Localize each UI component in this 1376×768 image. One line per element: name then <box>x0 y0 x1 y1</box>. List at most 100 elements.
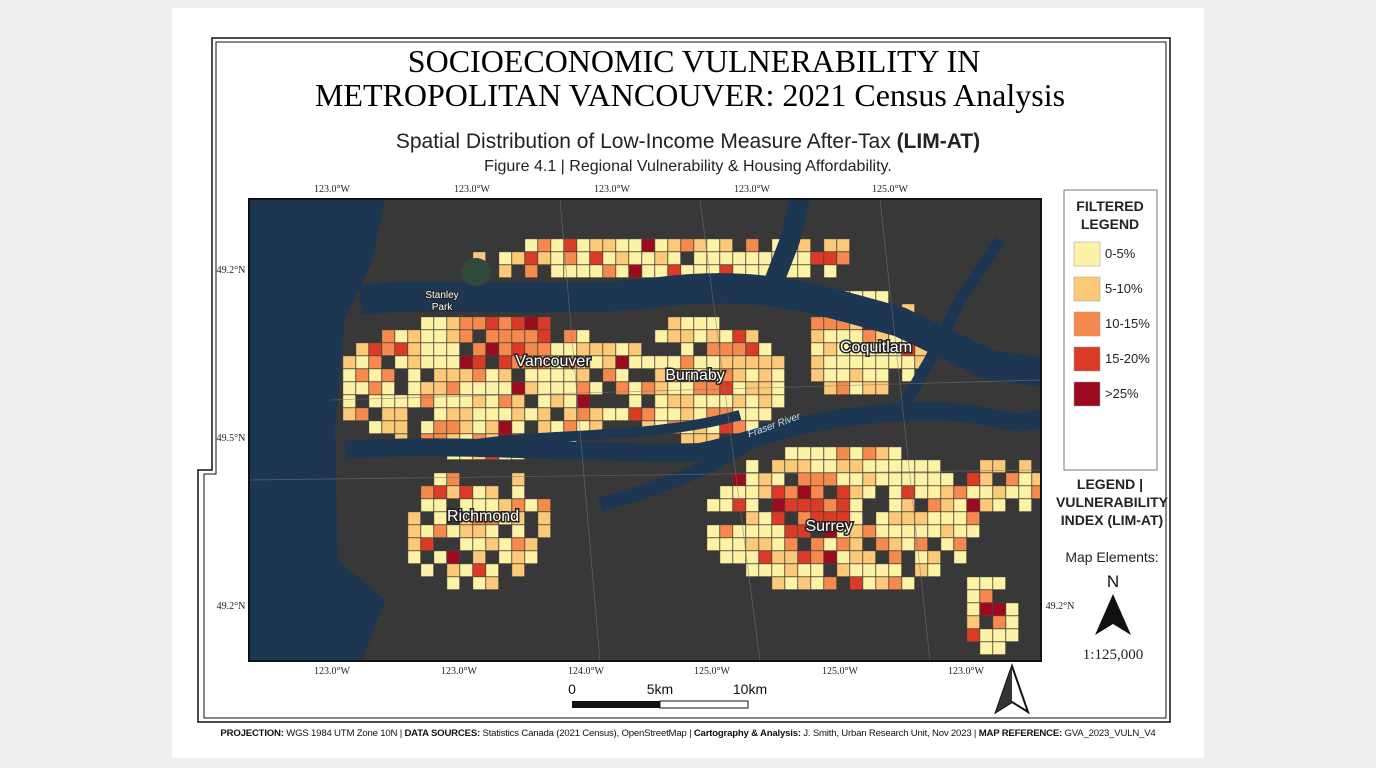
census-tract <box>745 342 759 356</box>
census-tract <box>745 524 759 538</box>
census-tract <box>472 381 486 395</box>
census-tract <box>641 355 655 369</box>
census-tract <box>771 498 785 512</box>
census-tract <box>836 238 850 252</box>
census-tract <box>953 485 967 499</box>
census-tract <box>498 316 512 330</box>
census-tract <box>381 329 395 343</box>
census-tract <box>849 381 863 395</box>
census-tract <box>888 355 902 369</box>
census-tract <box>368 368 382 382</box>
census-tract <box>875 576 889 590</box>
census-tract <box>537 511 551 525</box>
census-tract <box>849 524 863 538</box>
census-tract <box>680 368 694 382</box>
census-tract <box>589 238 603 252</box>
census-tract <box>485 524 499 538</box>
census-tract <box>888 446 902 460</box>
census-tract <box>420 537 434 551</box>
census-tract <box>914 511 928 525</box>
census-tract <box>719 524 733 538</box>
census-tract <box>875 368 889 382</box>
census-tract <box>667 251 681 265</box>
census-tract <box>849 550 863 564</box>
census-tract <box>498 355 512 369</box>
census-tract <box>459 498 473 512</box>
census-tract <box>758 472 772 486</box>
census-tract <box>394 394 408 408</box>
water-body <box>894 236 1005 415</box>
census-tract <box>810 342 824 356</box>
census-tract <box>719 251 733 265</box>
census-tract <box>459 563 473 577</box>
census-tract <box>511 355 525 369</box>
census-tract <box>875 563 889 577</box>
census-tract <box>875 446 889 460</box>
census-tract <box>459 368 473 382</box>
census-tract <box>953 550 967 564</box>
census-tract <box>628 251 642 265</box>
lon-label: 123.0°W <box>314 666 350 677</box>
legend-swatch <box>1073 311 1101 337</box>
census-tract <box>433 368 447 382</box>
census-tract <box>849 446 863 460</box>
census-tract <box>407 537 421 551</box>
census-tract <box>732 394 746 408</box>
census-tract <box>511 498 525 512</box>
census-tract <box>563 329 577 343</box>
road <box>249 469 1041 481</box>
census-tract <box>784 563 798 577</box>
census-tract <box>823 446 837 460</box>
census-tract <box>810 511 824 525</box>
census-tract <box>498 420 512 434</box>
census-tract <box>1018 498 1032 512</box>
census-tract <box>576 329 590 343</box>
census-tract <box>563 251 577 265</box>
census-tract <box>823 498 837 512</box>
census-tract <box>472 368 486 382</box>
census-tract <box>875 355 889 369</box>
census-tract <box>836 511 850 525</box>
census-tract <box>433 381 447 395</box>
census-tract <box>355 368 369 382</box>
lon-label: 124.0°W <box>568 666 604 677</box>
road <box>699 199 761 661</box>
census-tract <box>992 459 1006 473</box>
census-tract <box>914 524 928 538</box>
census-tract <box>420 316 434 330</box>
census-tract <box>1018 459 1032 473</box>
legend-caption: INDEX (LIM-AT) <box>1061 512 1163 528</box>
census-tract <box>862 472 876 486</box>
census-tract <box>810 472 824 486</box>
census-tract <box>1018 472 1032 486</box>
census-tract <box>1031 485 1041 499</box>
census-tract <box>537 381 551 395</box>
census-tract <box>628 355 642 369</box>
census-tract <box>537 498 551 512</box>
census-tract <box>667 329 681 343</box>
census-tract <box>901 342 915 356</box>
census-tract <box>381 394 395 408</box>
census-tract <box>537 394 551 408</box>
census-tract <box>498 407 512 421</box>
census-tract <box>992 602 1006 616</box>
census-tract <box>459 537 473 551</box>
place-label: Coquitlam <box>840 339 912 356</box>
footer-label: PROJECTION: <box>220 728 284 739</box>
census-tract <box>797 459 811 473</box>
census-tract <box>1005 602 1019 616</box>
place-label: Burnaby <box>665 367 725 384</box>
census-tract <box>693 329 707 343</box>
census-tract <box>381 420 395 434</box>
lat-label: 49.2°N <box>217 265 246 276</box>
census-tract <box>407 524 421 538</box>
census-tract <box>719 537 733 551</box>
census-tract <box>888 537 902 551</box>
census-tract <box>979 602 993 616</box>
census-tract <box>849 368 863 382</box>
census-tract <box>537 524 551 538</box>
census-tract <box>420 355 434 369</box>
census-tract <box>420 394 434 408</box>
census-tract <box>797 524 811 538</box>
